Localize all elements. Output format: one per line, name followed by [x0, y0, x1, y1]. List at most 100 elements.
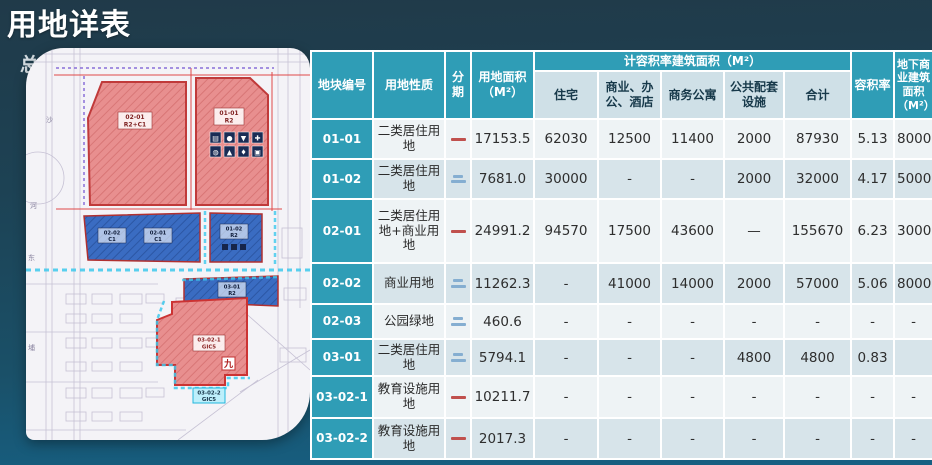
- total-cell: 87930: [783, 118, 852, 160]
- plot-id-cell: 02-01: [310, 198, 374, 264]
- header-commercial-office-hotel: 商业、办公、酒店: [597, 70, 662, 120]
- parcel-residential-west: [86, 81, 187, 206]
- landmark-label: 九: [223, 358, 233, 370]
- residential-cell: -: [533, 262, 599, 305]
- commercial-cell: -: [597, 417, 662, 460]
- residential-cell: -: [533, 303, 599, 340]
- phase-marker: [450, 395, 466, 399]
- far-cell: 6.23: [850, 198, 895, 264]
- commercial-cell: -: [597, 303, 662, 340]
- parcel-labels: 02-01 R2+C1 01-01 R2 ▤ ● ▼ ✚: [97, 107, 264, 404]
- land-nature-cell: 公园绿地: [372, 303, 446, 340]
- plot-id-cell: 01-01: [310, 118, 374, 160]
- apartment-cell: -: [660, 303, 725, 340]
- phase-marker: [450, 180, 466, 184]
- parcel-label-code: GIC5: [202, 345, 216, 351]
- table-row: 03-01 二类居住用地 5794.1- - -4800 4800 0.83: [310, 338, 932, 377]
- public-facility-cell: -: [723, 375, 785, 419]
- facility-icon: ▲: [227, 149, 233, 157]
- apartment-cell: -: [660, 375, 725, 419]
- header-phase: 分期: [444, 50, 472, 120]
- land-area-cell: 17153.5: [470, 118, 535, 160]
- phase-cell: [444, 375, 472, 419]
- underground-cell: -: [893, 417, 932, 460]
- commercial-cell: 17500: [597, 198, 662, 264]
- phase-cell: [444, 158, 472, 200]
- public-facility-cell: -: [723, 303, 785, 340]
- facility-icon: ◍: [212, 149, 218, 157]
- parcel-label-code: C1: [108, 237, 116, 243]
- far-cell: -: [850, 375, 895, 419]
- phase-marker: [453, 279, 463, 283]
- plot-id-cell: 03-02-2: [310, 417, 374, 460]
- underground-cell: 8000: [893, 262, 932, 305]
- phase-marker: [453, 174, 463, 178]
- total-cell: -: [783, 417, 852, 460]
- commercial-cell: -: [597, 158, 662, 200]
- land-use-table: 地块编号 用地性质 分期 用地面积（M²） 计容积率建筑面积（M²） 容积率 地…: [310, 50, 932, 460]
- total-cell: -: [783, 375, 852, 419]
- phase-cell: [444, 303, 472, 340]
- plot-id-cell: 02-02: [310, 262, 374, 305]
- far-cell: -: [850, 417, 895, 460]
- apartment-cell: -: [660, 417, 725, 460]
- page-title: 用地详表: [7, 8, 131, 43]
- phase-cell: [444, 338, 472, 377]
- total-cell: 4800: [783, 338, 852, 377]
- road-name: 河: [30, 202, 37, 210]
- apartment-cell: 43600: [660, 198, 725, 264]
- header-underground-area: 地下商业建筑面积（M²）: [893, 50, 932, 120]
- table-row: 03-02-1 教育设施用地 10211.7- - - - - - -: [310, 375, 932, 419]
- plot-id-cell: 03-01: [310, 338, 374, 377]
- facility-icon: ▼: [241, 135, 247, 143]
- land-area-cell: 11262.3: [470, 262, 535, 305]
- residential-cell: 94570: [533, 198, 599, 264]
- phase-cell: [444, 262, 472, 305]
- underground-cell: [893, 338, 932, 377]
- residential-cell: 30000: [533, 158, 599, 200]
- public-facility-cell: 2000: [723, 262, 785, 305]
- road-name: 东: [28, 253, 35, 262]
- far-cell: 5.13: [850, 118, 895, 160]
- underground-cell: 5000: [893, 158, 932, 200]
- land-nature-cell: 商业用地: [372, 262, 446, 305]
- residential-cell: 62030: [533, 118, 599, 160]
- phase-marker: [450, 322, 466, 326]
- plot-id-cell: 03-02-1: [310, 375, 374, 419]
- header-far-group: 计容积率建筑面积（M²）: [533, 50, 852, 72]
- total-cell: -: [783, 303, 852, 340]
- road-name-labels: 沙 河 东 埔: [28, 116, 53, 352]
- phase-marker: [450, 137, 466, 141]
- parcel-label-id: 02-01: [125, 114, 144, 121]
- parcel-label-code: R2: [225, 118, 234, 125]
- public-facility-cell: 2000: [723, 118, 785, 160]
- phase-marker: [450, 437, 466, 440]
- phase-marker: [453, 317, 463, 321]
- land-nature-cell: 二类居住用地: [372, 118, 446, 160]
- phase-cell: [444, 118, 472, 160]
- header-residential: 住宅: [533, 70, 599, 120]
- public-facility-cell: —: [723, 198, 785, 264]
- apartment-cell: -: [660, 338, 725, 377]
- parcel-label-id: 03-02-2: [197, 391, 220, 397]
- header-business-apartment: 商务公寓: [660, 70, 725, 120]
- land-area-cell: 24991.2: [470, 198, 535, 264]
- parcel-label-id: 03-01: [224, 285, 241, 291]
- commercial-cell: 41000: [597, 262, 662, 305]
- facility-icon: ▤: [212, 135, 219, 143]
- header-far: 容积率: [850, 50, 895, 120]
- total-cell: 32000: [783, 158, 852, 200]
- phase-marker: [450, 284, 466, 288]
- header-total: 合计: [783, 70, 852, 120]
- phase-marker: [450, 229, 466, 233]
- phase-marker: [453, 353, 463, 357]
- underground-cell: 3000: [893, 198, 932, 264]
- table-row: 01-01 二类居住用地 17153.5 62030 12500 11400 2000 879…: [310, 118, 932, 160]
- far-cell: 5.06: [850, 262, 895, 305]
- parcel-label-id: 03-02-1: [197, 338, 220, 344]
- road-name: 沙: [46, 116, 53, 124]
- commercial-cell: -: [597, 338, 662, 377]
- apartment-cell: 14000: [660, 262, 725, 305]
- residential-cell: -: [533, 375, 599, 419]
- public-facility-cell: 2000: [723, 158, 785, 200]
